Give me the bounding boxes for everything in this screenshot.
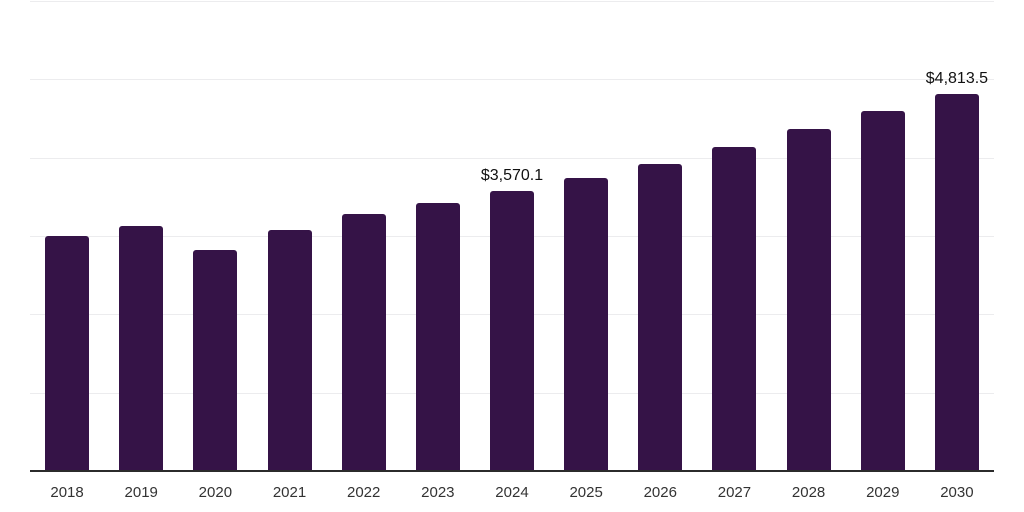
bar-2028[interactable] <box>786 129 831 471</box>
plot-area: $3,570.1 $4,813.5 <box>30 1 994 472</box>
bar-2020[interactable] <box>193 250 238 471</box>
x-tick-2023: 2023 <box>421 484 455 501</box>
gridline-6000 <box>30 1 994 2</box>
x-axis: 2018 2019 2020 2021 2022 2023 2024 2025 2026 2027… <box>30 483 994 505</box>
x-tick-2024: 2024 <box>495 484 529 501</box>
x-tick-2029: 2029 <box>866 484 900 501</box>
x-tick-2028: 2028 <box>791 484 826 501</box>
x-tick-2026: 2026 <box>643 484 677 501</box>
gridline-4000 <box>30 157 994 159</box>
gridline-5000 <box>30 79 994 81</box>
bar-2022[interactable] <box>341 214 386 471</box>
x-tick-2027: 2027 <box>717 484 752 501</box>
value-label-2030: $4,813.5 <box>925 69 989 87</box>
x-axis-line <box>30 470 994 472</box>
bar-2030[interactable] <box>934 93 979 471</box>
bar-2027[interactable] <box>712 147 757 471</box>
bar-2024[interactable] <box>490 191 534 471</box>
bar-2026[interactable] <box>638 163 683 471</box>
x-tick-2030: 2030 <box>940 484 974 501</box>
bar-2029[interactable] <box>860 110 905 471</box>
bar-2021[interactable] <box>267 229 312 471</box>
x-tick-2020: 2020 <box>198 484 233 501</box>
bar-2018[interactable] <box>45 236 90 471</box>
x-tick-2022: 2022 <box>346 484 381 501</box>
x-tick-2021: 2021 <box>272 484 307 501</box>
x-tick-2025: 2025 <box>569 484 603 501</box>
value-label-2024: $3,570.1 <box>480 167 544 185</box>
bar-2019[interactable] <box>119 225 164 471</box>
bar-2025[interactable] <box>564 178 609 471</box>
x-tick-2019: 2019 <box>124 484 158 501</box>
bar-2023[interactable] <box>415 203 460 471</box>
x-tick-2018: 2018 <box>50 484 84 501</box>
